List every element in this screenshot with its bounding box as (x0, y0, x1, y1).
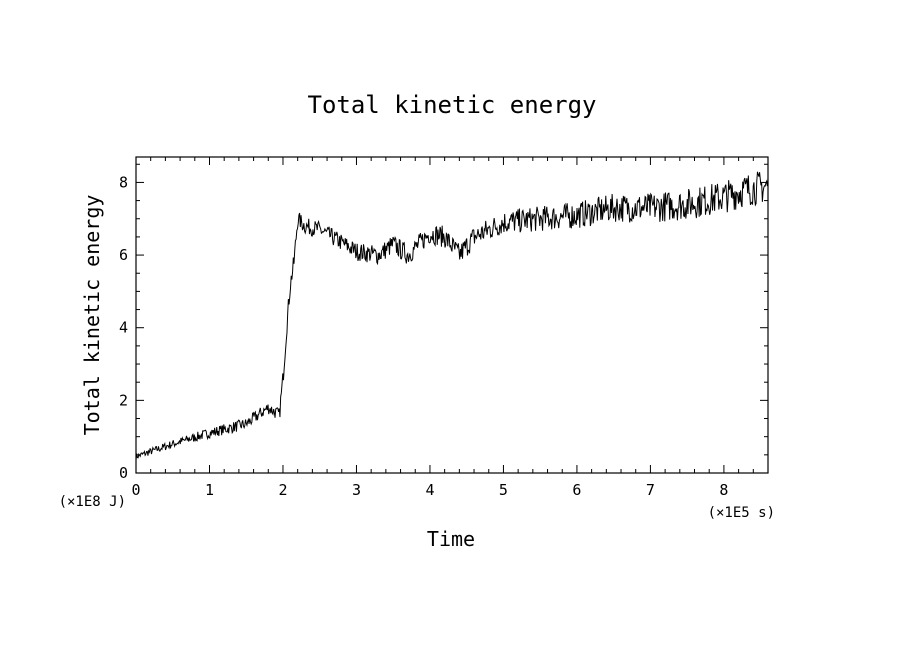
x-tick-label: 3 (352, 481, 361, 499)
y-tick-label: 0 (119, 464, 128, 482)
y-tick-label: 2 (119, 391, 128, 409)
x-tick-label: 7 (646, 481, 655, 499)
axis-ticks (135, 157, 769, 474)
axis-tick-labels: 0 1 2 3 4 5 6 7 8 0 2 4 6 8 (119, 173, 728, 499)
y-tick-label: 6 (119, 246, 128, 264)
x-tick-label: 0 (131, 481, 140, 499)
x-tick-label: 4 (425, 481, 434, 499)
x-unit-label: (×1E5 s) (708, 505, 775, 521)
chart-title: Total kinetic energy (308, 91, 597, 119)
x-tick-label: 1 (205, 481, 214, 499)
x-axis-label: Time (427, 527, 475, 551)
y-tick-label: 4 (119, 319, 128, 337)
plot-frame (135, 156, 769, 474)
x-tick-label: 2 (278, 481, 287, 499)
x-tick-label: 5 (499, 481, 508, 499)
series-line-total-kinetic-energy (135, 171, 769, 460)
y-unit-label: (×1E8 J) (59, 494, 126, 510)
y-tick-label: 8 (119, 173, 128, 191)
y-axis-label: Total kinetic energy (80, 195, 104, 436)
x-tick-label: 8 (719, 481, 728, 499)
x-tick-label: 6 (572, 481, 581, 499)
